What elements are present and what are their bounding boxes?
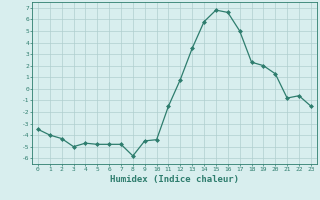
X-axis label: Humidex (Indice chaleur): Humidex (Indice chaleur) <box>110 175 239 184</box>
